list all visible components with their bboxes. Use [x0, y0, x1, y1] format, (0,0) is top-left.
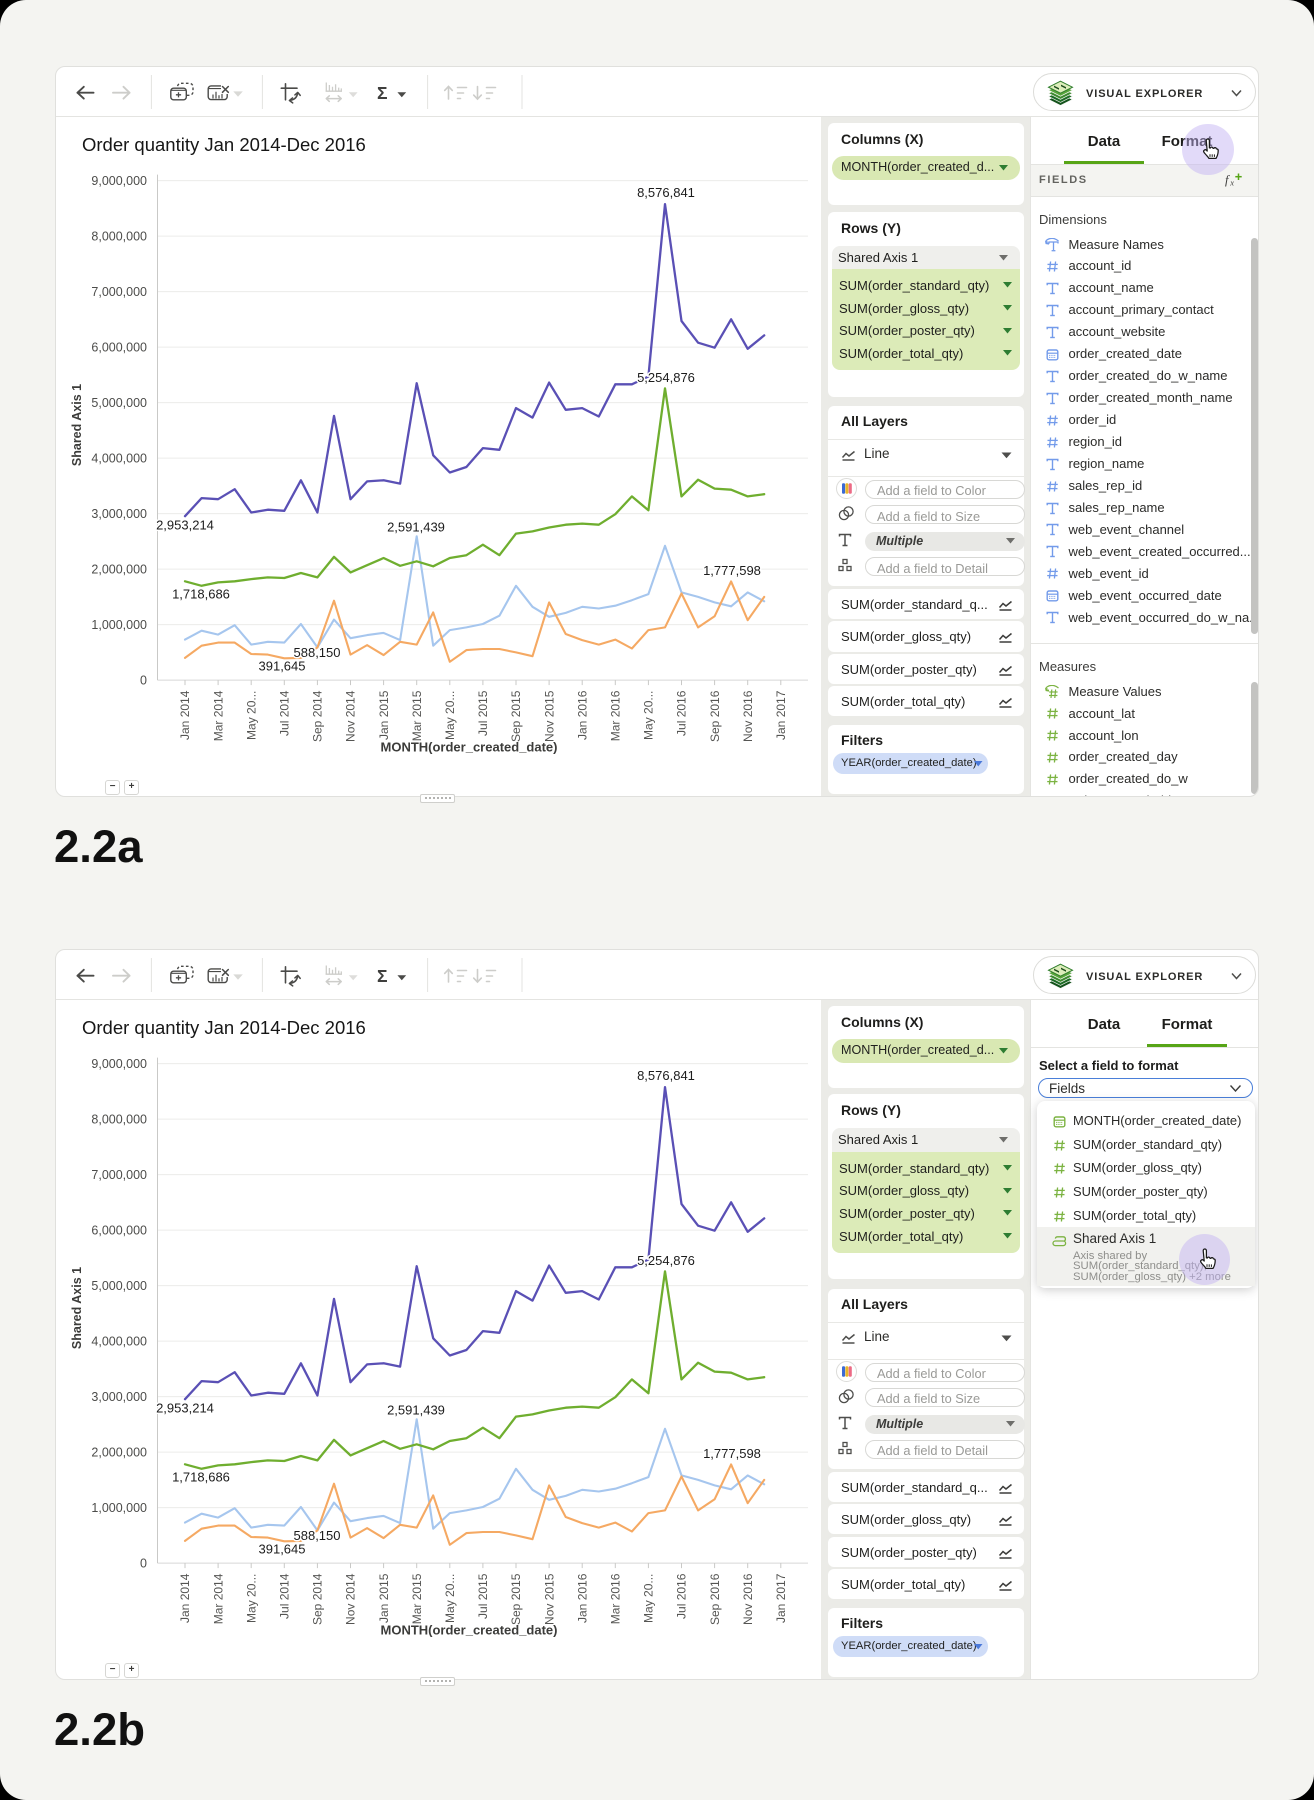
svg-text:Order quantity Jan 2014-Dec 20: Order quantity Jan 2014-Dec 2016	[82, 1017, 366, 1038]
svg-text:May 20...: May 20...	[244, 1574, 258, 1623]
svg-text:6,000,000: 6,000,000	[91, 341, 147, 355]
svg-text:2,591,439: 2,591,439	[387, 1403, 445, 1418]
svg-text:1,718,686: 1,718,686	[172, 587, 230, 602]
svg-text:Shared Axis 1: Shared Axis 1	[70, 1267, 84, 1349]
svg-text:Nov 2016: Nov 2016	[741, 1573, 755, 1625]
svg-text:2,953,214: 2,953,214	[156, 1401, 214, 1416]
svg-text:May 20...: May 20...	[443, 1574, 457, 1623]
svg-text:Jul 2014: Jul 2014	[278, 691, 292, 737]
svg-text:Mar 2015: Mar 2015	[410, 1573, 424, 1624]
svg-text:1,000,000: 1,000,000	[91, 1501, 147, 1515]
svg-text:1,718,686: 1,718,686	[172, 1470, 230, 1485]
svg-text:2,953,214: 2,953,214	[156, 518, 214, 533]
svg-text:Mar 2014: Mar 2014	[211, 1573, 225, 1624]
svg-text:Sep 2014: Sep 2014	[311, 691, 325, 743]
svg-text:Jul 2016: Jul 2016	[675, 691, 689, 737]
svg-text:5,000,000: 5,000,000	[91, 1279, 147, 1293]
svg-text:Mar 2016: Mar 2016	[609, 1573, 623, 1624]
svg-text:2,000,000: 2,000,000	[91, 563, 147, 577]
svg-text:Jul 2014: Jul 2014	[278, 1573, 292, 1619]
svg-text:f: f	[1225, 173, 1230, 187]
svg-text:3,000,000: 3,000,000	[91, 1390, 147, 1404]
svg-text:2,000,000: 2,000,000	[91, 1446, 147, 1460]
svg-text:9,000,000: 9,000,000	[91, 1057, 147, 1071]
svg-text:Sep 2015: Sep 2015	[509, 691, 523, 743]
svg-text:Jul 2016: Jul 2016	[675, 1573, 689, 1619]
svg-text:Mar 2014: Mar 2014	[211, 691, 225, 742]
svg-text:391,645: 391,645	[259, 1542, 306, 1557]
svg-text:Mar 2016: Mar 2016	[609, 691, 623, 742]
svg-text:5,000,000: 5,000,000	[91, 396, 147, 410]
svg-text:Jan 2017: Jan 2017	[774, 691, 788, 741]
svg-text:588,150: 588,150	[294, 645, 341, 660]
svg-text:Jan 2014: Jan 2014	[178, 1573, 192, 1623]
svg-text:MONTH(order_created_date): MONTH(order_created_date)	[381, 740, 558, 755]
svg-text:391,645: 391,645	[259, 659, 306, 674]
svg-text:Jan 2015: Jan 2015	[377, 1573, 391, 1623]
svg-text:2,591,439: 2,591,439	[387, 520, 445, 535]
svg-text:Jan 2015: Jan 2015	[377, 691, 391, 741]
svg-text:Nov 2014: Nov 2014	[344, 1573, 358, 1625]
svg-text:Nov 2015: Nov 2015	[542, 691, 556, 743]
svg-text:May 20...: May 20...	[642, 691, 656, 740]
svg-text:Jul 2015: Jul 2015	[476, 691, 490, 737]
svg-text:8,000,000: 8,000,000	[91, 230, 147, 244]
svg-text:Nov 2014: Nov 2014	[344, 691, 358, 743]
svg-text:May 20...: May 20...	[642, 1574, 656, 1623]
svg-text:8,000,000: 8,000,000	[91, 1113, 147, 1127]
svg-text:9,000,000: 9,000,000	[91, 174, 147, 188]
svg-text:5,254,876: 5,254,876	[637, 370, 695, 385]
svg-text:Jan 2017: Jan 2017	[774, 1573, 788, 1623]
svg-text:Sep 2016: Sep 2016	[708, 1573, 722, 1625]
svg-text:Σ: Σ	[377, 966, 388, 986]
svg-text:7,000,000: 7,000,000	[91, 1168, 147, 1182]
svg-text:Σ: Σ	[377, 83, 388, 103]
svg-text:588,150: 588,150	[294, 1528, 341, 1543]
svg-text:Nov 2016: Nov 2016	[741, 691, 755, 743]
svg-text:Shared Axis 1: Shared Axis 1	[70, 384, 84, 466]
svg-text:Nov 2015: Nov 2015	[542, 1573, 556, 1625]
svg-text:1,000,000: 1,000,000	[91, 618, 147, 632]
svg-text:Sep 2015: Sep 2015	[509, 1573, 523, 1625]
svg-text:Jan 2016: Jan 2016	[575, 1573, 589, 1623]
svg-text:Order quantity Jan 2014-Dec 20: Order quantity Jan 2014-Dec 2016	[82, 134, 366, 155]
svg-text:May 20...: May 20...	[443, 691, 457, 740]
svg-text:8,576,841: 8,576,841	[637, 1068, 695, 1083]
svg-text:3,000,000: 3,000,000	[91, 507, 147, 521]
svg-text:1,777,598: 1,777,598	[703, 563, 761, 578]
svg-text:x: x	[1229, 177, 1234, 187]
svg-text:Jan 2016: Jan 2016	[575, 691, 589, 741]
svg-text:Sep 2016: Sep 2016	[708, 691, 722, 743]
svg-text:0: 0	[140, 1557, 147, 1571]
svg-text:May 20...: May 20...	[244, 691, 258, 740]
svg-text:Sep 2014: Sep 2014	[311, 1573, 325, 1625]
svg-text:Mar 2015: Mar 2015	[410, 691, 424, 742]
svg-text:Jul 2015: Jul 2015	[476, 1573, 490, 1619]
svg-text:4,000,000: 4,000,000	[91, 452, 147, 466]
svg-text:MONTH(order_created_date): MONTH(order_created_date)	[381, 1623, 558, 1638]
svg-text:Jan 2014: Jan 2014	[178, 691, 192, 741]
svg-text:4,000,000: 4,000,000	[91, 1335, 147, 1349]
svg-text:6,000,000: 6,000,000	[91, 1224, 147, 1238]
svg-text:8,576,841: 8,576,841	[637, 185, 695, 200]
svg-text:0: 0	[140, 674, 147, 688]
svg-text:7,000,000: 7,000,000	[91, 285, 147, 299]
svg-text:5,254,876: 5,254,876	[637, 1253, 695, 1268]
svg-text:1,777,598: 1,777,598	[703, 1446, 761, 1461]
